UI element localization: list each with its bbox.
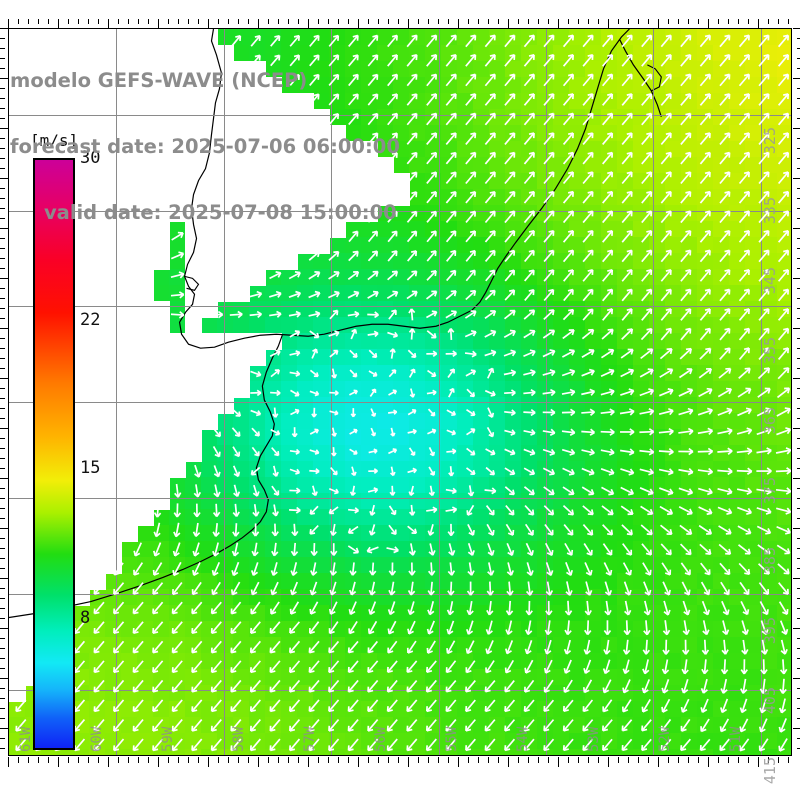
bottom-axis-label-53W: 53W (586, 726, 602, 752)
right-axis-ticks (793, 28, 800, 756)
bottom-axis-label-51W: 51W (728, 726, 744, 752)
title-block: modelo GEFS-WAVE (NCEP) forecast date: 2… (10, 26, 400, 268)
top-axis-ticks (8, 19, 792, 28)
right-axis-label-385: 385 (761, 547, 779, 575)
right-axis-label-365: 365 (761, 407, 779, 435)
colorbar-tick-8: 8 (80, 607, 91, 628)
colorbar-tick-15: 15 (80, 457, 101, 478)
colorbar-unit-label: [m/s] (30, 131, 79, 150)
bottom-axis-label-55W: 55W (444, 726, 460, 752)
right-axis-label-335: 335 (761, 197, 779, 225)
colorbar-tick-22: 22 (80, 309, 101, 330)
bottom-axis-label-58W: 58W (231, 726, 247, 752)
right-axis-label-355: 355 (761, 337, 779, 365)
bottom-axis-label-52W: 52W (657, 726, 673, 752)
right-axis-label-405: 405 (761, 687, 779, 715)
bottom-axis-label-57W: 57W (302, 726, 318, 752)
right-axis-label-325: 325 (761, 127, 779, 155)
left-axis-ticks (0, 28, 9, 756)
model-title: modelo GEFS-WAVE (NCEP) (10, 69, 308, 92)
right-axis-label-345: 345 (761, 267, 779, 295)
right-axis-label-395: 395 (761, 617, 779, 645)
bottom-axis-label-60W: 60W (89, 726, 105, 752)
right-axis-label-415: 415 (761, 757, 779, 785)
bottom-axis-ticks (8, 757, 792, 767)
bottom-axis-label-59W: 59W (160, 726, 176, 752)
right-axis-label-375: 375 (761, 477, 779, 505)
colorbar-tick-30: 30 (80, 148, 101, 168)
bottom-axis-label-54W: 54W (515, 726, 531, 752)
wind-speed-colorbar[interactable] (33, 158, 75, 750)
forecast-date: forecast date: 2025-07-06 06:00:00 (10, 135, 400, 158)
bottom-axis-label-56W: 56W (373, 726, 389, 752)
bottom-axis-label-61W: 61W (18, 726, 34, 752)
valid-date: valid date: 2025-07-08 15:00:00 (10, 201, 397, 224)
